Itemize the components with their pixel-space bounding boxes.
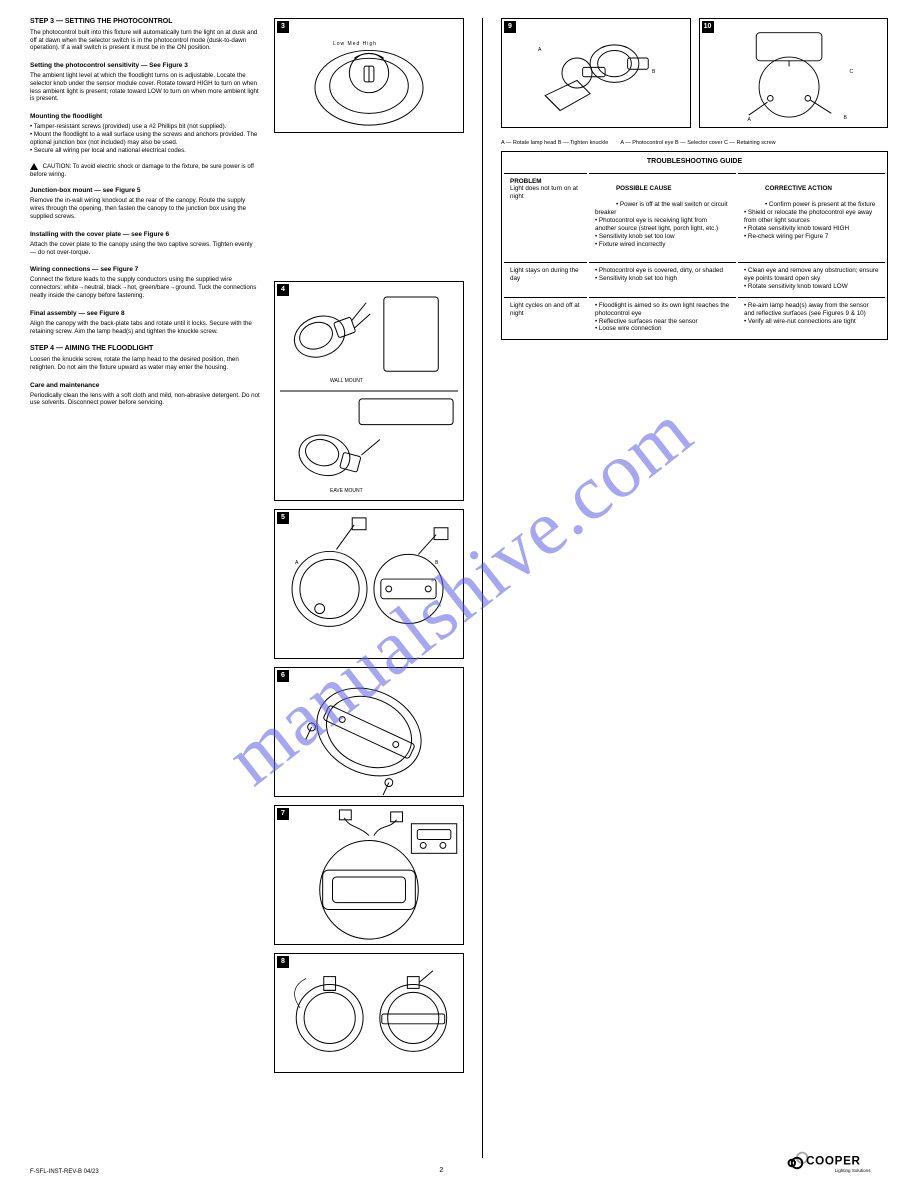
figure-10-num: 10 — [702, 21, 714, 33]
c1: • Power is off at the wall switch or cir… — [595, 201, 729, 247]
figure-9: 9 — [501, 18, 691, 128]
tbl-h2: POSSIBLE CAUSE — [616, 185, 672, 192]
c2: • Photocontrol eye is covered, dirty, or… — [589, 262, 736, 295]
step3-sub5: Wiring connections — see Figure 7 Connec… — [30, 266, 260, 299]
figure-4-num: 4 — [277, 284, 289, 296]
step3-sub4: Installing with the cover plate — see Fi… — [30, 231, 260, 257]
p1: Light does not turn on at night — [510, 185, 578, 200]
figure-9-num: 9 — [504, 21, 516, 33]
cooper-logo: COOPER Lighting Solutions — [784, 1150, 888, 1176]
step3-sub5-title: Wiring connections — see Figure 7 — [30, 266, 260, 274]
figure-7: 7 — [274, 805, 464, 945]
f3: • Re-aim lamp head(s) away from the sens… — [738, 297, 885, 337]
figure-8: 8 — [274, 953, 464, 1073]
figure-7-num: 7 — [277, 808, 289, 820]
figure-5: 5 — [274, 509, 464, 659]
figure-4: 4 — [274, 281, 464, 501]
step3-sub6-title: Final assembly — see Figure 8 — [30, 310, 260, 318]
tbl-h3: CORRECTIVE ACTION — [765, 185, 832, 192]
fig5-a: A — [295, 560, 298, 566]
figure-5-num: 5 — [277, 512, 289, 524]
c3: • Floodlight is aimed so its own light r… — [589, 297, 736, 337]
fig9-caption: A — Rotate lamp head B — Tighten knuckle — [501, 140, 608, 147]
step3-sub1-body: The ambient light level at which the flo… — [30, 72, 260, 103]
step3-sub1-title: Setting the photocontrol sensitivity — S… — [30, 62, 260, 70]
step4-body: Loosen the knuckle screw, rotate the lam… — [30, 356, 260, 372]
caution-note: CAUTION: To avoid electric shock or dama… — [30, 164, 260, 179]
table-row: Light stays on during the day • Photocon… — [504, 262, 885, 295]
tbl-h1: PROBLEM — [510, 178, 542, 185]
step3: STEP 3 — SETTING THE PHOTOCONTROL The ph… — [30, 18, 260, 52]
figure-10: 10 A B C — [699, 18, 889, 128]
fig9-b: B — [652, 69, 655, 75]
maint-body: Periodically clean the lens with a soft … — [30, 392, 260, 408]
f1: • Confirm power is present at the fixtur… — [744, 201, 875, 239]
fig3-scale-label: Low Med High — [333, 41, 377, 47]
step3-sub4-title: Installing with the cover plate — see Fi… — [30, 231, 260, 239]
p3: Light cycles on and off at night — [504, 297, 587, 337]
fig4-top-label: WALL MOUNT — [330, 378, 363, 384]
table-row: PROBLEM Light does not turn on at night … — [504, 173, 885, 261]
fig10-c: C — [850, 69, 854, 75]
maintenance: Care and maintenance Periodically clean … — [30, 382, 260, 408]
maint-title: Care and maintenance — [30, 382, 260, 390]
column-divider — [482, 18, 483, 1158]
table-row: Light cycles on and off at night • Flood… — [504, 297, 885, 337]
p2: Light stays on during the day — [504, 262, 587, 295]
step3-sub3-body: Remove the in-wall wiring knockout at th… — [30, 197, 260, 220]
step3-sub6: Final assembly — see Figure 8 Align the … — [30, 310, 260, 336]
table-title: TROUBLESHOOTING GUIDE — [504, 154, 885, 171]
step3-sub2-body: • Tamper-resistant screws (provided) use… — [30, 123, 260, 154]
footer: F-SFL-INST-REV-B 04/23 2 COOPER Lighting… — [30, 1150, 888, 1176]
figure-3: 3 Low Med High — [274, 18, 464, 133]
fig9-a: A — [538, 47, 541, 53]
step3-sub5-body: Connect the fixture leads to the supply … — [30, 276, 260, 299]
mid-column: 3 Low Med High 4 — [274, 18, 464, 1158]
step3-body: The photocontrol built into this fixture… — [30, 29, 260, 52]
figure-3-num: 3 — [277, 21, 289, 33]
figure-8-num: 8 — [277, 956, 289, 968]
logo-main: COOPER — [806, 1154, 861, 1167]
step3-sub4-body: Attach the cover plate to the canopy usi… — [30, 241, 260, 257]
step4-title: STEP 4 — AIMING THE FLOODLIGHT — [30, 345, 260, 354]
fig4-bot-label: EAVE MOUNT — [330, 488, 363, 494]
figure-6: 6 — [274, 667, 464, 797]
step3-sub3-title: Junction-box mount — see Figure 5 — [30, 187, 260, 195]
step3-title: STEP 3 — SETTING THE PHOTOCONTROL — [30, 18, 260, 27]
left-column: STEP 3 — SETTING THE PHOTOCONTROL The ph… — [30, 18, 260, 1158]
caution-text: CAUTION: To avoid electric shock or dama… — [30, 164, 254, 178]
figure-6-num: 6 — [277, 670, 289, 682]
step4-aiming: STEP 4 — AIMING THE FLOODLIGHT Loosen th… — [30, 345, 260, 371]
fig10-caption: A — Photocontrol eye B — Selector cover … — [620, 140, 775, 147]
step3-sub6-body: Align the canopy with the back-plate tab… — [30, 320, 260, 336]
fig10-b: B — [844, 115, 847, 121]
troubleshooting-table: TROUBLESHOOTING GUIDE PROBLEM Light does… — [501, 151, 888, 340]
step3-sub3: Junction-box mount — see Figure 5 Remove… — [30, 187, 260, 220]
logo-sub: Lighting Solutions — [835, 1168, 872, 1173]
footer-doc-ref: F-SFL-INST-REV-B 04/23 — [30, 1169, 99, 1177]
f2: • Clean eye and remove any obstruction; … — [738, 262, 885, 295]
fig5-b: B — [435, 560, 438, 566]
step3-sub2: Mounting the floodlight • Tamper-resista… — [30, 113, 260, 154]
warning-icon — [30, 163, 38, 170]
cooper-logo-icon: COOPER Lighting Solutions — [784, 1150, 888, 1176]
page-number: 2 — [439, 1167, 443, 1176]
step3-sub1: Setting the photocontrol sensitivity — S… — [30, 62, 260, 103]
fig10-a: A — [748, 117, 751, 123]
right-column: 9 — [501, 18, 888, 1158]
step3-sub2-title: Mounting the floodlight — [30, 113, 260, 121]
